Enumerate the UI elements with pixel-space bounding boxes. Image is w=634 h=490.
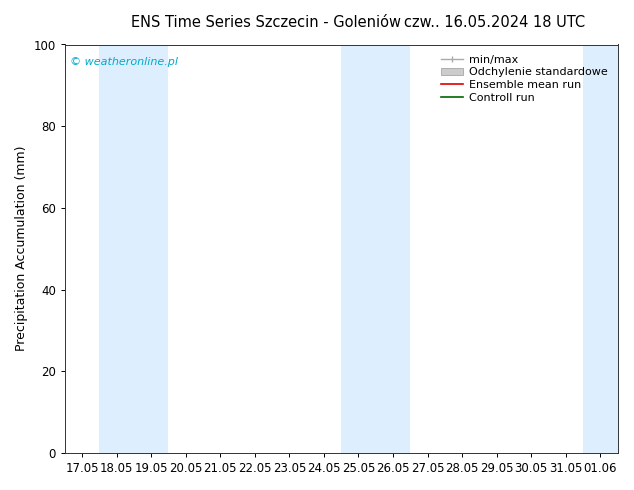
Legend: min/max, Odchylenie standardowe, Ensemble mean run, Controll run: min/max, Odchylenie standardowe, Ensembl… bbox=[437, 50, 612, 107]
Bar bbox=[341, 45, 410, 453]
Text: ENS Time Series Szczecin - Goleniów: ENS Time Series Szczecin - Goleniów bbox=[131, 15, 401, 30]
Text: © weatheronline.pl: © weatheronline.pl bbox=[70, 57, 178, 67]
Bar bbox=[100, 45, 169, 453]
Bar bbox=[583, 45, 618, 453]
Y-axis label: Precipitation Accumulation (mm): Precipitation Accumulation (mm) bbox=[15, 146, 28, 351]
Text: czw.. 16.05.2024 18 UTC: czw.. 16.05.2024 18 UTC bbox=[404, 15, 585, 30]
